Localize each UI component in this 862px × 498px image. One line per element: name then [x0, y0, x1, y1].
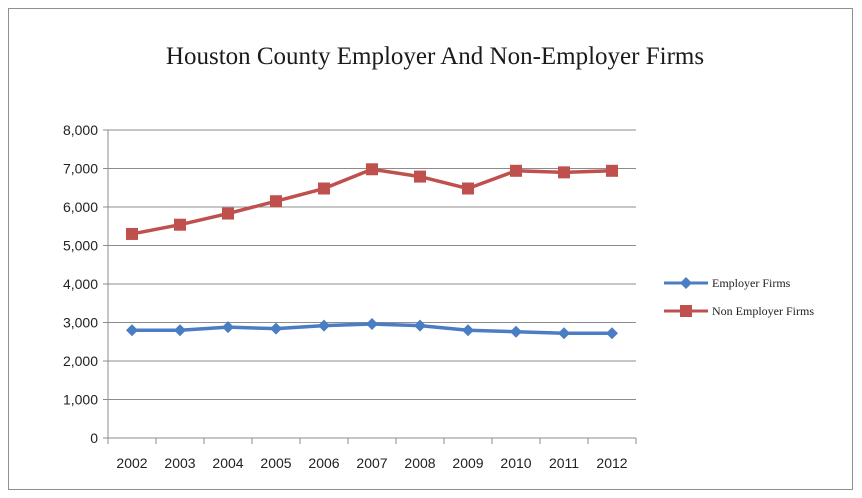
x-tick-label-2007: 2007 — [356, 455, 387, 471]
y-tick-label-8000: 8,000 — [63, 122, 98, 138]
data-point-non-employer-firms-2009 — [462, 182, 474, 195]
data-point-employer-firms-2010 — [510, 325, 522, 338]
legend-label-employer-firms: Employer Firms — [712, 276, 791, 290]
data-point-non-employer-firms-2005 — [270, 195, 282, 208]
series-non-employer-firms — [126, 163, 618, 240]
data-point-non-employer-firms-2008 — [414, 170, 426, 183]
y-tick-label-2000: 2,000 — [63, 353, 98, 369]
data-point-non-employer-firms-2002 — [126, 227, 138, 240]
data-point-employer-firms-2006 — [318, 319, 330, 332]
x-tick-label-2012: 2012 — [596, 455, 627, 471]
y-tick-label-4000: 4,000 — [63, 276, 98, 292]
x-tick-label-2011: 2011 — [549, 455, 579, 471]
y-axis-ticks: 0 1,000 2,000 3,000 4,000 5,000 6,000 7,000 8,00… — [63, 122, 108, 446]
data-point-employer-firms-2009 — [462, 324, 474, 337]
data-point-non-employer-firms-2004 — [222, 207, 234, 220]
series-lines — [126, 163, 618, 340]
y-tick-label-7000: 7,000 — [63, 161, 98, 177]
x-tick-label-2003: 2003 — [164, 455, 195, 471]
x-axis-ticks: 2002 2003 2004 2005 2006 2007 2008 2009 2010 2011… — [107, 438, 637, 471]
data-point-employer-firms-2011 — [558, 327, 570, 340]
series-line-non-employer-firms — [131, 167, 613, 236]
chart-title: Houston County Employer And Non-Employer… — [166, 43, 704, 70]
x-tick-label-2004: 2004 — [212, 455, 243, 471]
x-tick-label-2006: 2006 — [308, 455, 339, 471]
x-tick-label-2010: 2010 — [500, 455, 531, 471]
chart-frame — [8, 8, 853, 490]
x-tick-label-2002: 2002 — [116, 455, 147, 471]
legend: Employer Firms Non Employer Firms — [664, 276, 814, 318]
data-point-non-employer-firms-2003 — [174, 218, 186, 231]
x-tick-label-2009: 2009 — [452, 455, 483, 471]
series-employer-firms — [126, 318, 618, 340]
y-tick-label-6000: 6,000 — [63, 199, 98, 215]
data-point-non-employer-firms-2010 — [510, 164, 522, 177]
y-tick-label-3000: 3,000 — [63, 315, 98, 331]
y-tick-label-1000: 1,000 — [63, 392, 98, 408]
y-tick-label-5000: 5,000 — [63, 238, 98, 254]
legend-label-non-employer-firms: Non Employer Firms — [712, 304, 814, 318]
data-point-employer-firms-2012 — [606, 327, 618, 340]
legend-entry-non-employer-firms: Non Employer Firms — [664, 304, 814, 318]
data-point-employer-firms-2008 — [414, 319, 426, 332]
data-point-employer-firms-2007 — [366, 318, 378, 331]
data-point-employer-firms-2005 — [270, 322, 282, 335]
x-tick-label-2008: 2008 — [404, 455, 435, 471]
legend-entry-employer-firms: Employer Firms — [664, 276, 791, 290]
data-point-employer-firms-2004 — [222, 321, 234, 334]
data-point-non-employer-firms-2006 — [318, 182, 330, 195]
data-point-employer-firms-2002 — [126, 324, 138, 337]
data-point-non-employer-firms-2012 — [606, 164, 618, 177]
data-point-non-employer-firms-2007 — [366, 163, 378, 176]
data-point-non-employer-firms-2011 — [558, 166, 570, 179]
y-tick-label-0: 0 — [90, 430, 98, 446]
data-point-employer-firms-2003 — [174, 324, 186, 337]
legend-marker-non-employer-firms — [680, 305, 692, 317]
grid-lines — [108, 129, 636, 400]
legend-marker-employer-firms — [680, 277, 692, 289]
x-tick-label-2005: 2005 — [260, 455, 291, 471]
